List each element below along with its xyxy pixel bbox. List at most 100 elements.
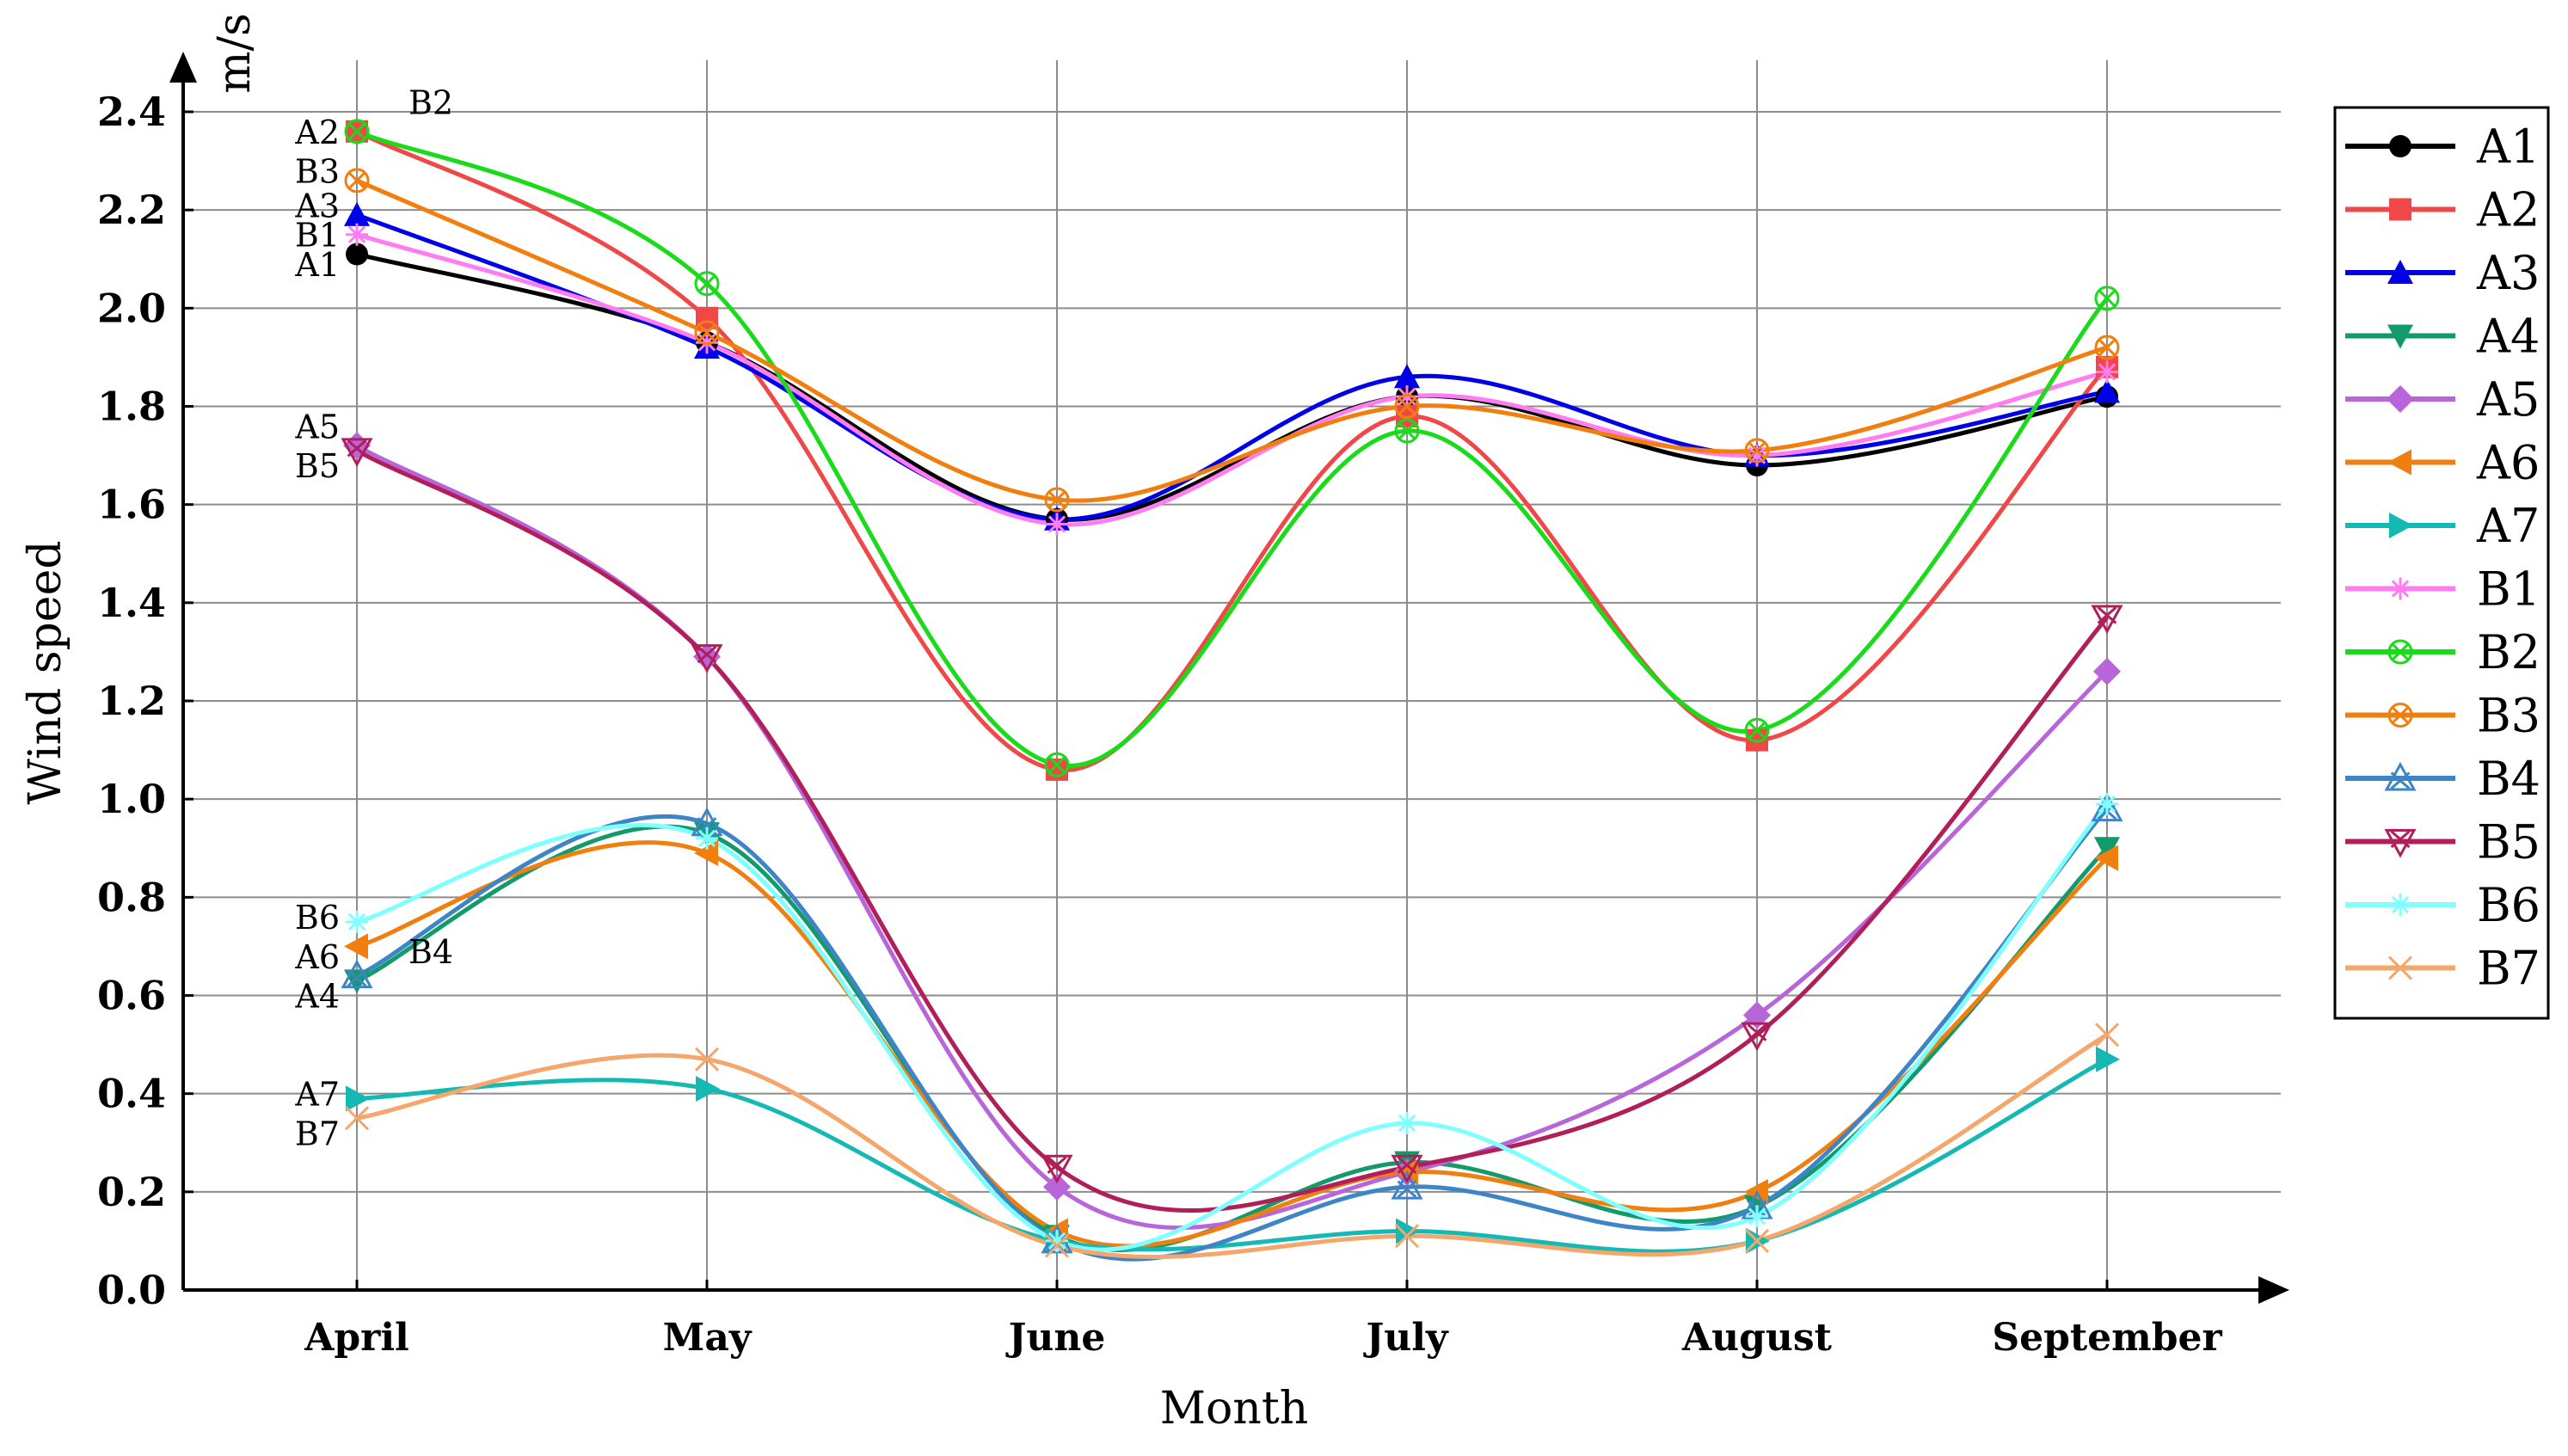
legend-label: B6: [2477, 878, 2540, 932]
data-point-a7: [2096, 1046, 2120, 1072]
point-label-b6: B6: [295, 899, 340, 937]
legend-label: A6: [2476, 436, 2540, 490]
y-tick-label: 2.2: [97, 187, 166, 233]
series-line-a7: [356, 1057, 2109, 1254]
point-label-a1: A1: [294, 246, 340, 284]
legend-label: A7: [2476, 499, 2540, 553]
legend-marker-a2: [2389, 198, 2411, 221]
data-point-b5: [2091, 605, 2123, 635]
series-line-b3: [356, 178, 2108, 503]
data-point-b7: [344, 1106, 370, 1131]
legend-box: [2333, 106, 2550, 1020]
legend-entry-a1: A1: [2345, 120, 2540, 174]
data-point-b5: [1391, 1154, 1423, 1184]
y-axis-arrow: [169, 52, 197, 83]
series-line-a4: [356, 824, 2109, 1252]
legend-marker-b5: [2384, 829, 2417, 858]
legend-entry-b3: B3: [2345, 689, 2540, 743]
y-axis-unit: m/s: [209, 13, 261, 94]
data-point-a5: [1043, 1173, 1071, 1201]
data-point-b3: [2094, 335, 2120, 360]
y-tick-label: 1.8: [97, 384, 166, 430]
legend-label: B4: [2477, 752, 2540, 806]
point-label-b2: B2: [409, 84, 453, 122]
legend-entry-a2: A2: [2345, 183, 2540, 237]
tick-labels: 0.0 0.2 0.4 0.6 0.8 1.0 1.2 1.4 1.6 1.8 2.0 2.2 2.4 A…: [97, 89, 2223, 1360]
legend-entry-a7: A7: [2345, 499, 2540, 553]
data-point-a5: [2093, 657, 2121, 685]
y-tick-label: 0.0: [97, 1267, 166, 1313]
series-line-a3: [356, 212, 2108, 522]
data-point-a2: [1046, 758, 1068, 781]
point-label-a3: A3: [294, 187, 340, 224]
y-tick-label: 1.0: [97, 776, 166, 822]
data-point-a7: [696, 1075, 720, 1102]
data-point-b7: [2094, 1023, 2120, 1047]
point-label-b3: B3: [295, 153, 340, 191]
legend-marker-b1: [2389, 577, 2411, 600]
data-point-b1: [2096, 360, 2118, 384]
legend-entry-b6: B6: [2345, 878, 2540, 932]
y-tick-label: 0.2: [97, 1169, 166, 1215]
legend-marker-b4: [2384, 761, 2417, 791]
legend-marker-a3: [2387, 260, 2413, 284]
legend-marker-a6: [2387, 449, 2411, 476]
legend-label: B3: [2477, 689, 2540, 743]
legend-label: A5: [2476, 372, 2540, 427]
series-line-b7: [356, 1033, 2109, 1260]
legend-entry-b2: B2: [2345, 625, 2540, 679]
point-label-b1: B1: [295, 217, 340, 255]
data-point-b3: [1044, 487, 1070, 513]
data-point-a4: [2094, 837, 2120, 862]
x-axis-title: Month: [1160, 1383, 1308, 1434]
x-tick-label: September: [1992, 1316, 2222, 1360]
data-point-b4: [1391, 1170, 1423, 1200]
data-point-b1: [1046, 513, 1068, 536]
data-point-b2: [1394, 418, 1420, 444]
data-point-b6: [346, 910, 368, 933]
legend-marker-a4: [2387, 324, 2413, 349]
data-point-b1: [1746, 444, 1768, 467]
legend-label: B2: [2477, 625, 2540, 679]
data-point-b2: [344, 119, 370, 144]
data-point-b6: [1746, 1205, 1768, 1228]
series-line-b5: [355, 448, 2109, 1213]
point-label-a4: A4: [294, 978, 340, 1016]
legend-entry-a3: A3: [2345, 246, 2540, 300]
legend-marker-b6: [2389, 894, 2411, 916]
y-axis-title: Wind speed: [20, 540, 71, 804]
data-point-b3: [1744, 438, 1770, 464]
series-line-a6: [356, 840, 2109, 1249]
data-point-b6: [1396, 1111, 1418, 1134]
legend-marker-b3: [2387, 703, 2413, 728]
legend-entry-a5: A5: [2345, 372, 2540, 427]
series-line-b6: [356, 802, 2109, 1252]
x-axis-arrow: [2258, 1276, 2289, 1304]
data-point-a3: [1394, 364, 1420, 389]
data-point-a2: [1746, 728, 1768, 752]
data-point-b2: [1744, 717, 1770, 743]
data-point-a5: [1743, 1001, 1771, 1029]
legend: A1 A2 A3 A4 A5 A6 A7 B1 B2 B3 B4 B5 B6 B7: [2333, 106, 2550, 1020]
series-lines: [355, 129, 2109, 1262]
axes: [169, 52, 2289, 1304]
x-tick-label: June: [1005, 1316, 1106, 1360]
data-point-b5: [1741, 1022, 1773, 1052]
legend-entry-b5: B5: [2345, 815, 2540, 869]
legend-marker-b2: [2387, 639, 2413, 665]
point-label-a7: A7: [294, 1076, 340, 1114]
data-point-b1: [346, 223, 368, 246]
x-tick-label: August: [1681, 1316, 1833, 1360]
point-label-b7: B7: [295, 1115, 340, 1152]
data-point-b2: [2094, 286, 2120, 311]
data-point-a3: [2094, 378, 2120, 403]
data-point-b6: [696, 826, 718, 850]
data-point-b2: [694, 271, 720, 297]
series-line-b1: [356, 232, 2108, 527]
data-point-b5: [1041, 1154, 1073, 1184]
legend-entry-b7: B7: [2345, 942, 2540, 996]
y-tick-label: 0.4: [97, 1071, 166, 1117]
data-point-b6: [1046, 1229, 1068, 1252]
